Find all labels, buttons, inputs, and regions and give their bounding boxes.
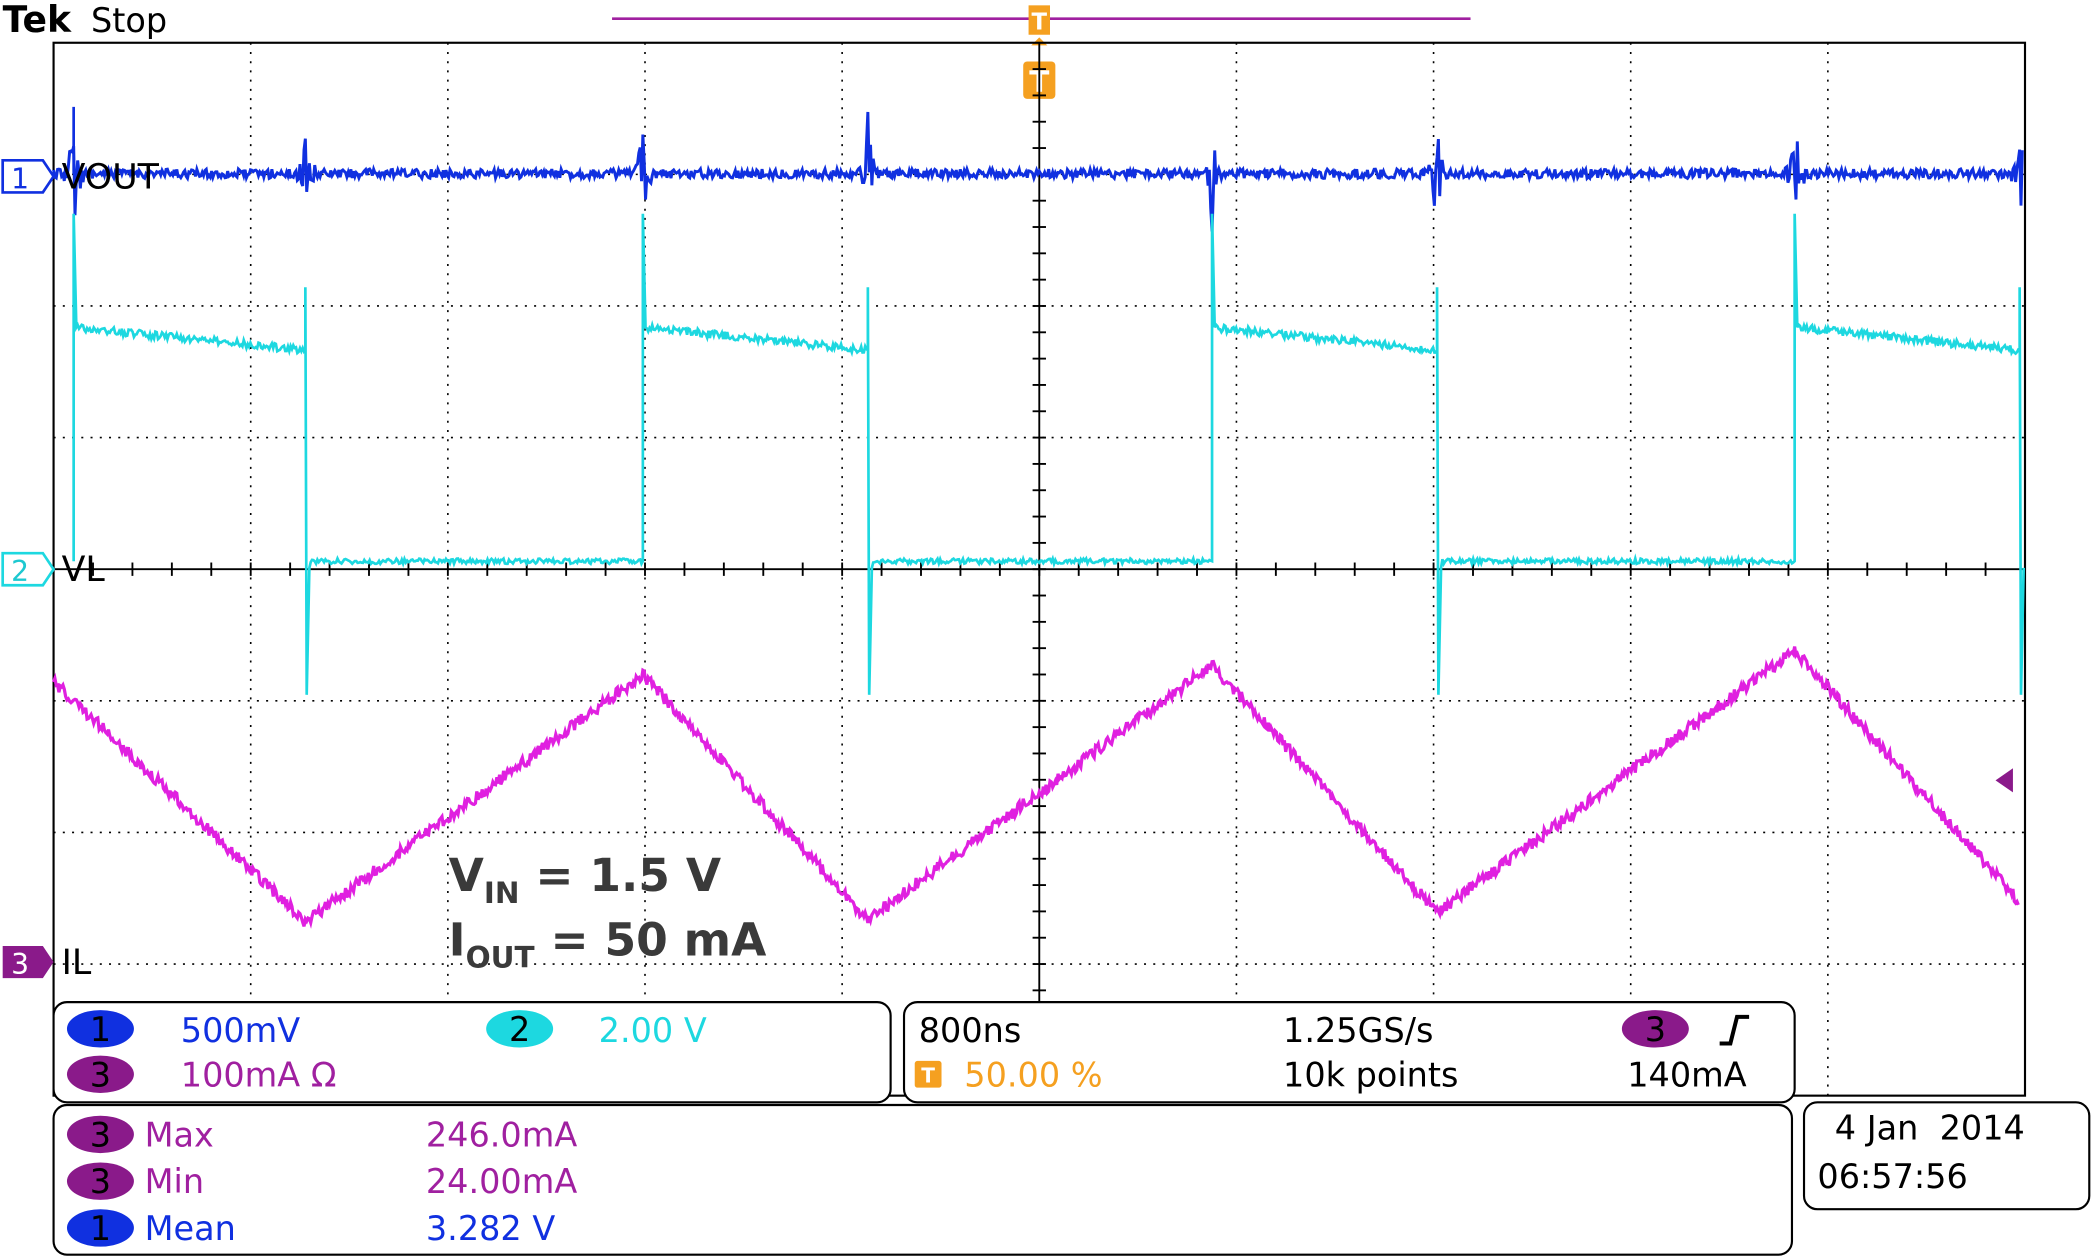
value: = 50 mA	[535, 913, 767, 966]
time: 06:57:56	[1817, 1157, 1967, 1196]
ch1-marker	[1, 159, 56, 194]
vl-trace	[72, 213, 2025, 695]
timebase: 800ns	[919, 1011, 1022, 1050]
measurement-badge	[66, 1209, 134, 1247]
ch1-badge	[66, 1010, 134, 1048]
trigger-source: 3	[1645, 1010, 1666, 1049]
measurement-value: 246.0mA	[426, 1115, 577, 1154]
measurement-badge	[66, 1115, 134, 1154]
trigger-position-icon-label: T	[921, 1063, 935, 1087]
trigger-marker-label: T	[1032, 9, 1048, 35]
measurement-value: 24.00mA	[426, 1162, 577, 1201]
ch2-marker	[1, 551, 56, 587]
trigger-position-icon	[914, 1060, 942, 1088]
ch3-scale: 100mA Ω	[181, 1055, 337, 1094]
il-trace	[52, 646, 2020, 929]
ch3-badge	[66, 1055, 134, 1093]
trigger-position: 50.00 %	[964, 1055, 1102, 1094]
sample-rate: 1.25GS/s	[1283, 1011, 1433, 1050]
trigger-slope-icon	[1719, 1014, 1750, 1046]
measurement-name: Min	[145, 1162, 204, 1201]
brand: Tek	[3, 0, 72, 41]
ch1-marker-number: 1	[11, 162, 29, 195]
measurement-name: Mean	[145, 1209, 236, 1248]
measurement-channel: 3	[90, 1115, 111, 1154]
ch3-marker-number: 3	[11, 948, 29, 981]
trigger-source-badge	[1621, 1010, 1689, 1048]
timestamp-panel	[1802, 1101, 2091, 1211]
record-length: 10k points	[1283, 1055, 1458, 1094]
ch3-marker	[2, 946, 54, 979]
subscript: OUT	[466, 940, 535, 974]
ch2-label: VL	[62, 550, 106, 590]
ch2-badge-number: 2	[509, 1010, 530, 1049]
vin-annotation: VIN = 1.5 V	[449, 849, 721, 910]
date: 4 Jan 2014	[1835, 1109, 2025, 1148]
value: = 1.5 V	[520, 849, 722, 902]
subscript: IN	[484, 876, 520, 910]
trigger-marker-small	[1028, 5, 1050, 35]
trigger-level-arrow	[1995, 768, 2013, 793]
measurement-channel: 3	[90, 1162, 111, 1201]
ch3-label: IL	[62, 943, 92, 983]
status: Stop	[91, 1, 167, 40]
traces	[52, 106, 2025, 929]
ch3-badge-number: 3	[90, 1055, 111, 1094]
measurements: 3 Max 246.0mA 3 Min 24.00mA 1 Mean 3.282 V	[66, 1115, 577, 1248]
measurement-badge	[66, 1162, 134, 1200]
measurement-channel: 1	[90, 1209, 111, 1248]
measurement-value: 3.282 V	[426, 1209, 556, 1248]
vertical-settings-panel	[52, 1001, 892, 1104]
ch1-badge-number: 1	[90, 1010, 111, 1049]
trigger-level: 140mA	[1627, 1055, 1747, 1094]
ch1-scale: 500mV	[181, 1011, 301, 1050]
symbol: V	[449, 849, 484, 902]
ch2-badge	[486, 1010, 554, 1048]
graticule	[53, 42, 2025, 1096]
measurements-panel	[52, 1103, 1794, 1256]
ch2-marker-number: 2	[11, 555, 29, 588]
vout-trace	[52, 111, 2024, 232]
ch2-scale: 2.00 V	[599, 1011, 707, 1050]
iout-annotation: IOUT = 50 mA	[449, 913, 767, 974]
horizontal-settings-panel	[902, 1001, 1796, 1104]
measurement-name: Max	[145, 1115, 214, 1154]
ch1-label: VOUT	[62, 157, 160, 197]
symbol: I	[449, 913, 466, 966]
